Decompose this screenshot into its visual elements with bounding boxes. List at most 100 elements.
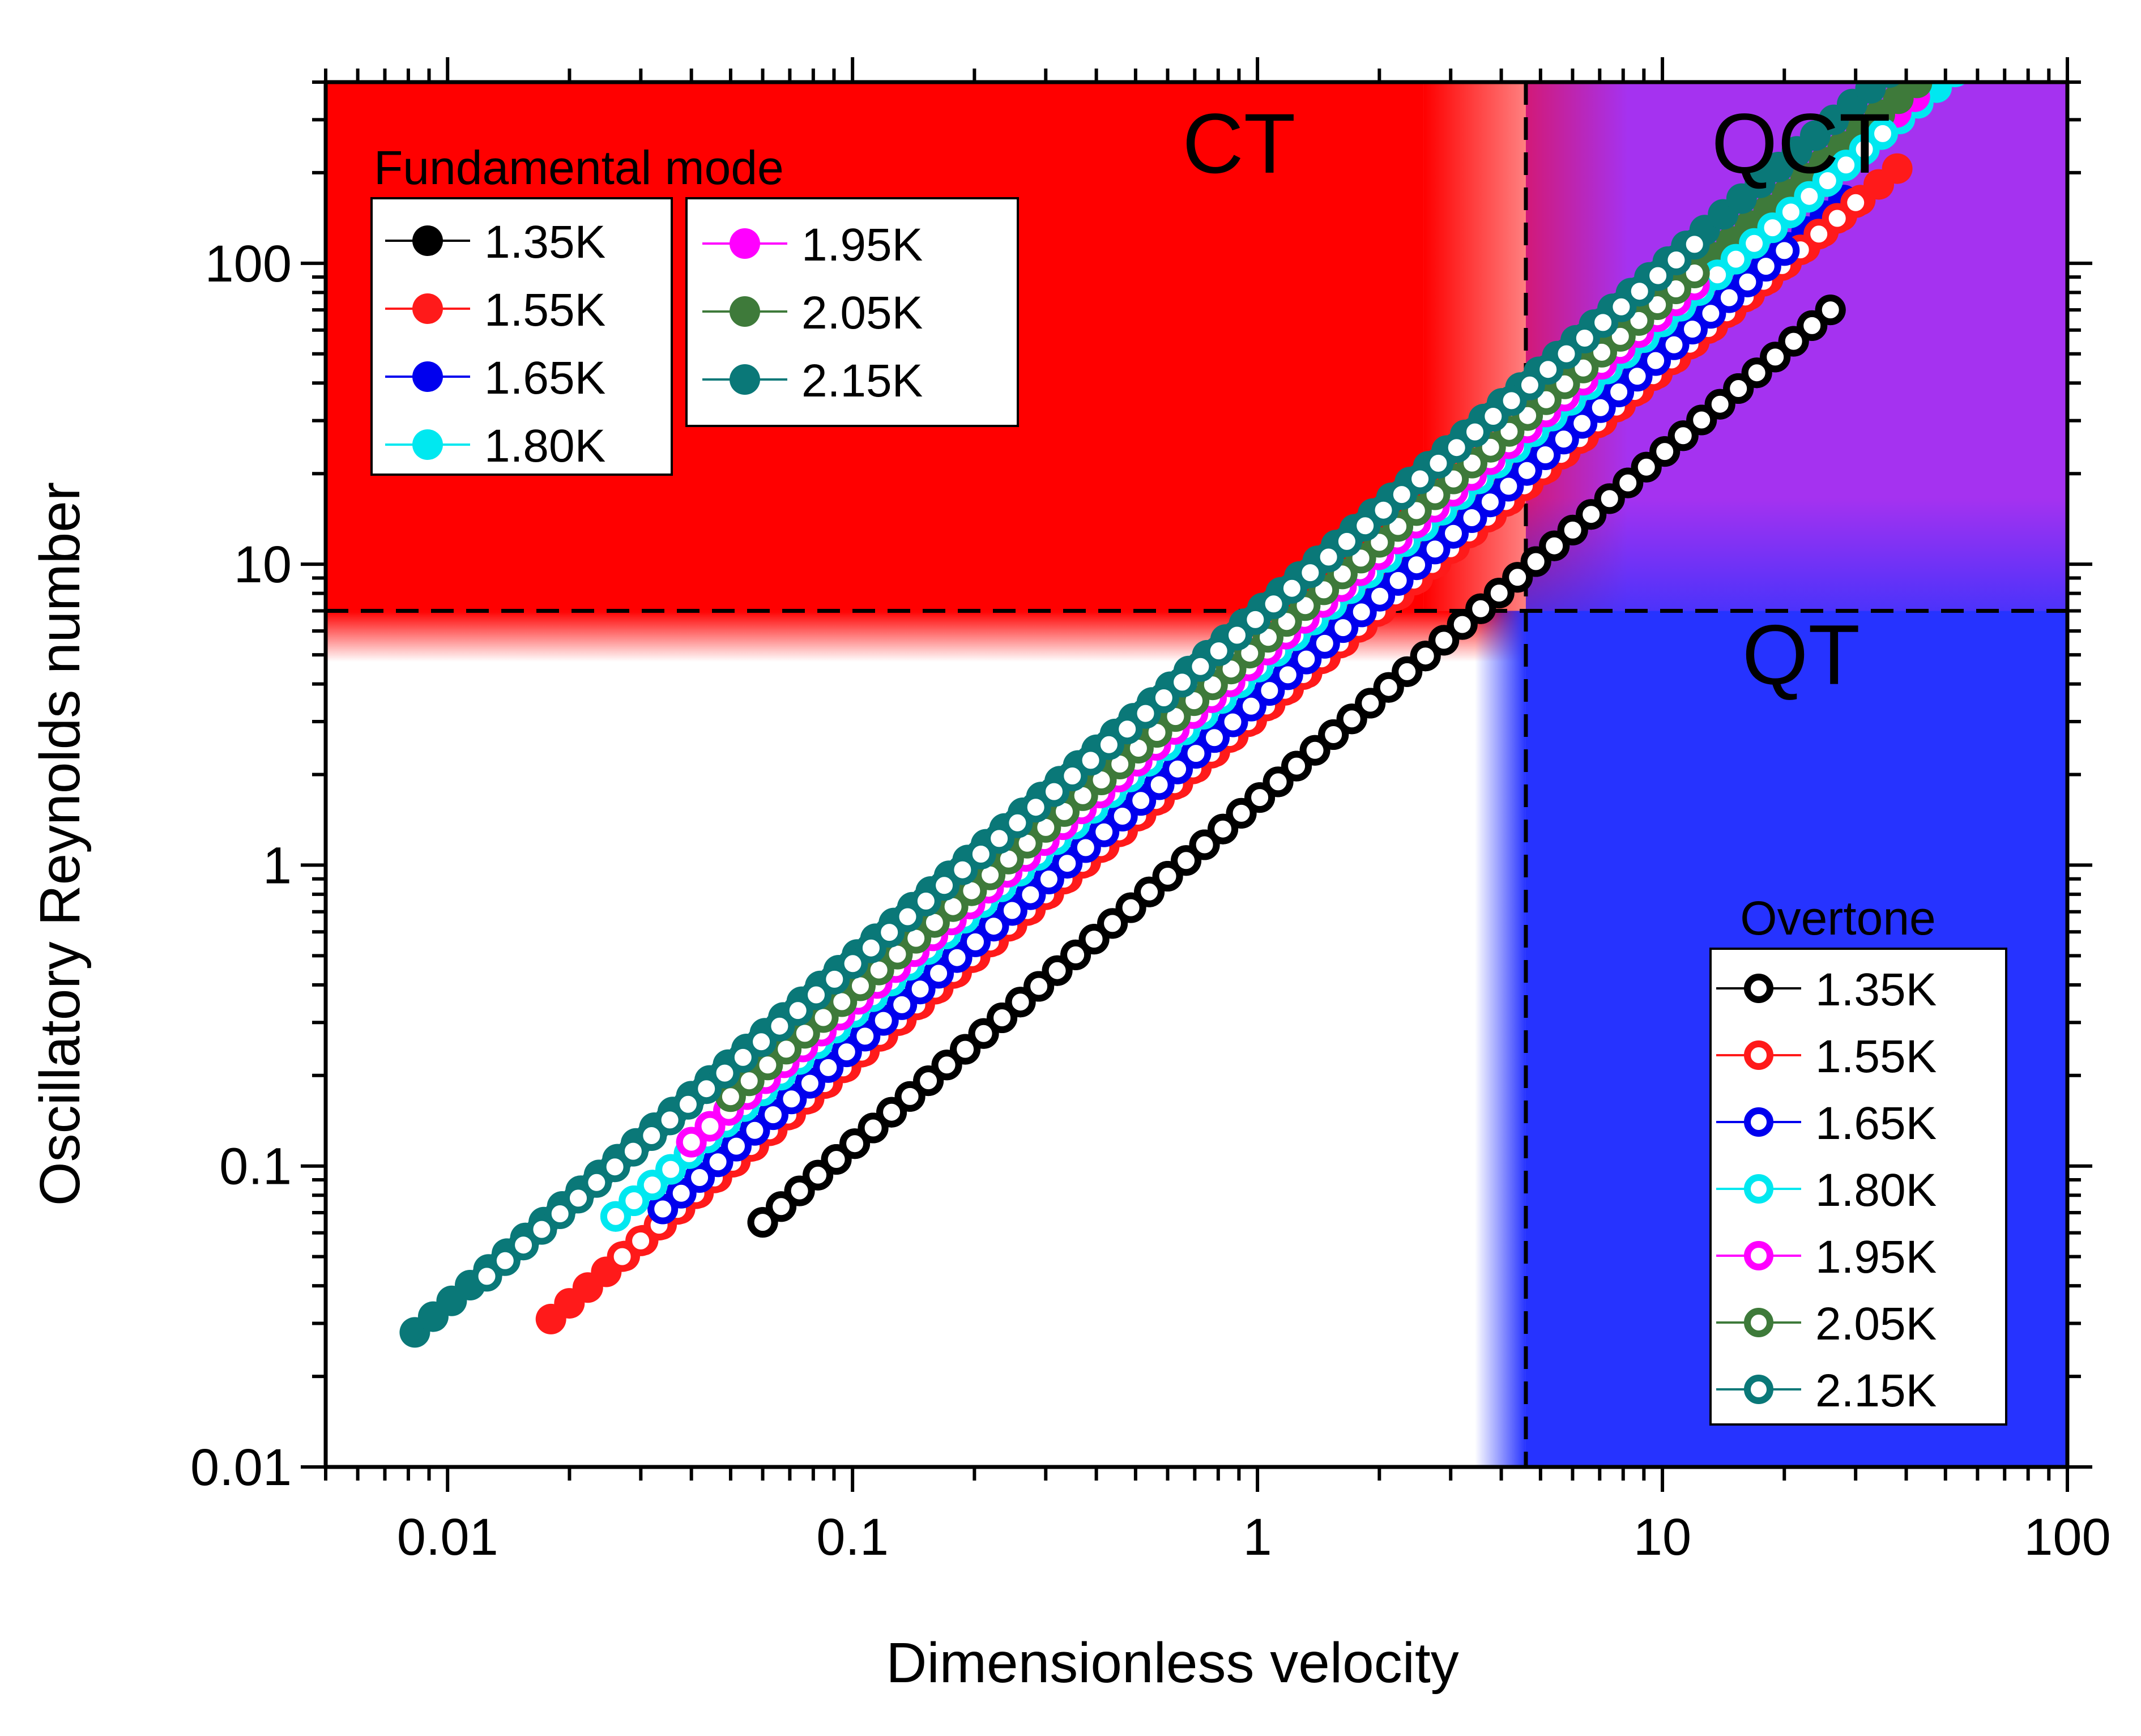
data-point-open <box>1295 557 1326 588</box>
data-point-open <box>1392 656 1423 687</box>
data-point-open <box>1180 738 1212 769</box>
data-point-open <box>1520 546 1551 577</box>
legend-label: 1.65K <box>1815 1098 1937 1149</box>
data-point-open <box>1661 245 1692 275</box>
data-point-open <box>1148 683 1179 713</box>
data-point-open <box>489 1245 521 1276</box>
data-point-open <box>1585 392 1616 423</box>
region-labels: CT QCT QT <box>1182 96 1891 702</box>
data-point-open <box>581 1167 612 1198</box>
data-point <box>1976 5 2006 35</box>
region-label-qct: QCT <box>1712 96 1891 191</box>
data-point-open <box>1115 892 1146 923</box>
data-point-open <box>600 1201 631 1232</box>
data-point-open <box>965 839 996 869</box>
data-point-open <box>831 1037 862 1068</box>
legend-marker <box>1744 1375 1773 1404</box>
data-point <box>1958 41 1989 71</box>
data-point-open <box>1226 797 1257 829</box>
data-point-open <box>1557 514 1588 545</box>
y-tick-label: 0.01 <box>190 1439 292 1496</box>
data-point <box>1957 20 1988 51</box>
data-point-open <box>1070 832 1101 863</box>
data-point-open <box>1328 612 1359 643</box>
data-point-open <box>1739 228 1770 259</box>
data-point-open <box>1511 455 1542 486</box>
data-point-open <box>654 1104 685 1136</box>
data-point-open <box>1539 530 1570 561</box>
data-point-open <box>617 1136 649 1167</box>
data-point-open <box>1438 518 1469 549</box>
data-point-open <box>619 1185 650 1216</box>
data-point-open <box>1720 244 1751 275</box>
data-point-open <box>758 1099 788 1131</box>
data-point-open <box>636 1120 667 1151</box>
data-point-open <box>599 1151 630 1183</box>
threshold-lines <box>326 82 2067 1467</box>
data-point-open <box>876 1097 907 1128</box>
data-point-open <box>1364 581 1396 612</box>
data-point-open <box>544 1198 575 1229</box>
y-tick-label: 100 <box>205 235 292 293</box>
legend-label: 1.95K <box>1815 1231 1937 1283</box>
legend-label: 1.95K <box>801 219 923 271</box>
data-point-open <box>1125 785 1157 816</box>
legend-label: 1.65K <box>484 352 605 404</box>
data-point-open <box>1144 769 1175 800</box>
data-point-open <box>1649 436 1681 467</box>
data-point-open <box>801 979 831 1010</box>
data-point-open <box>1778 326 1809 357</box>
data-point-open <box>1460 416 1490 447</box>
data-point-open <box>923 958 954 989</box>
data-point-open <box>684 1162 715 1193</box>
data-point-open <box>1658 329 1690 360</box>
region-qt-edge <box>1474 611 1526 1467</box>
data-point-open <box>1189 829 1220 860</box>
data-point-open <box>1613 467 1644 498</box>
data-point-open <box>1033 864 1064 894</box>
data-point-open <box>563 1183 594 1214</box>
data-point-open <box>1152 861 1183 892</box>
data-point-open <box>1815 295 1846 326</box>
data-point-open <box>1015 879 1046 910</box>
y-tick-label: 10 <box>234 536 292 594</box>
data-point-open <box>1171 845 1202 876</box>
data-point-open <box>984 823 1015 854</box>
data-point <box>1855 82 1886 104</box>
data-point-open <box>1704 389 1735 420</box>
legend-label: 2.15K <box>801 355 923 407</box>
data-point-open <box>1732 266 1763 297</box>
data-point-open <box>1769 235 1800 266</box>
data-point-open <box>1020 792 1051 823</box>
legend-fundamental-title: Fundamental mode <box>374 141 784 194</box>
data-point-open <box>1760 342 1791 373</box>
data-point-open <box>1622 361 1653 392</box>
data-point-open <box>526 1214 557 1245</box>
legend-marker <box>1744 1107 1773 1137</box>
data-point-open <box>691 1073 722 1104</box>
data-point-open <box>1240 604 1271 635</box>
data-point-open <box>676 1127 707 1158</box>
data-point-open <box>672 1089 703 1120</box>
data-point-open <box>647 1193 679 1225</box>
legend-fundamental: Fundamental mode 1.35K 1.55K 1.65K 1.80K 1.95… <box>370 141 1019 476</box>
legend-marker <box>412 225 443 256</box>
legend-marker <box>730 296 760 327</box>
data-point-open <box>839 1128 871 1159</box>
data-point-open <box>1569 323 1600 353</box>
data-point-open <box>1386 479 1417 510</box>
data-point-open <box>776 1084 807 1115</box>
data-point-open <box>1217 706 1248 737</box>
data-point-open <box>1514 369 1545 400</box>
legend-marker <box>1744 1241 1773 1270</box>
data-point-open <box>892 901 923 932</box>
data-point-open <box>1052 848 1083 879</box>
data-point-open <box>1299 735 1330 766</box>
data-point-open <box>1039 776 1069 807</box>
legend-label: 1.35K <box>484 216 605 268</box>
x-tick-label: 10 <box>1634 1508 1691 1566</box>
data-point-open <box>1373 672 1404 703</box>
data-point-open <box>1624 276 1655 307</box>
data-point-open <box>987 1003 1018 1033</box>
data-point-open <box>813 1052 844 1083</box>
